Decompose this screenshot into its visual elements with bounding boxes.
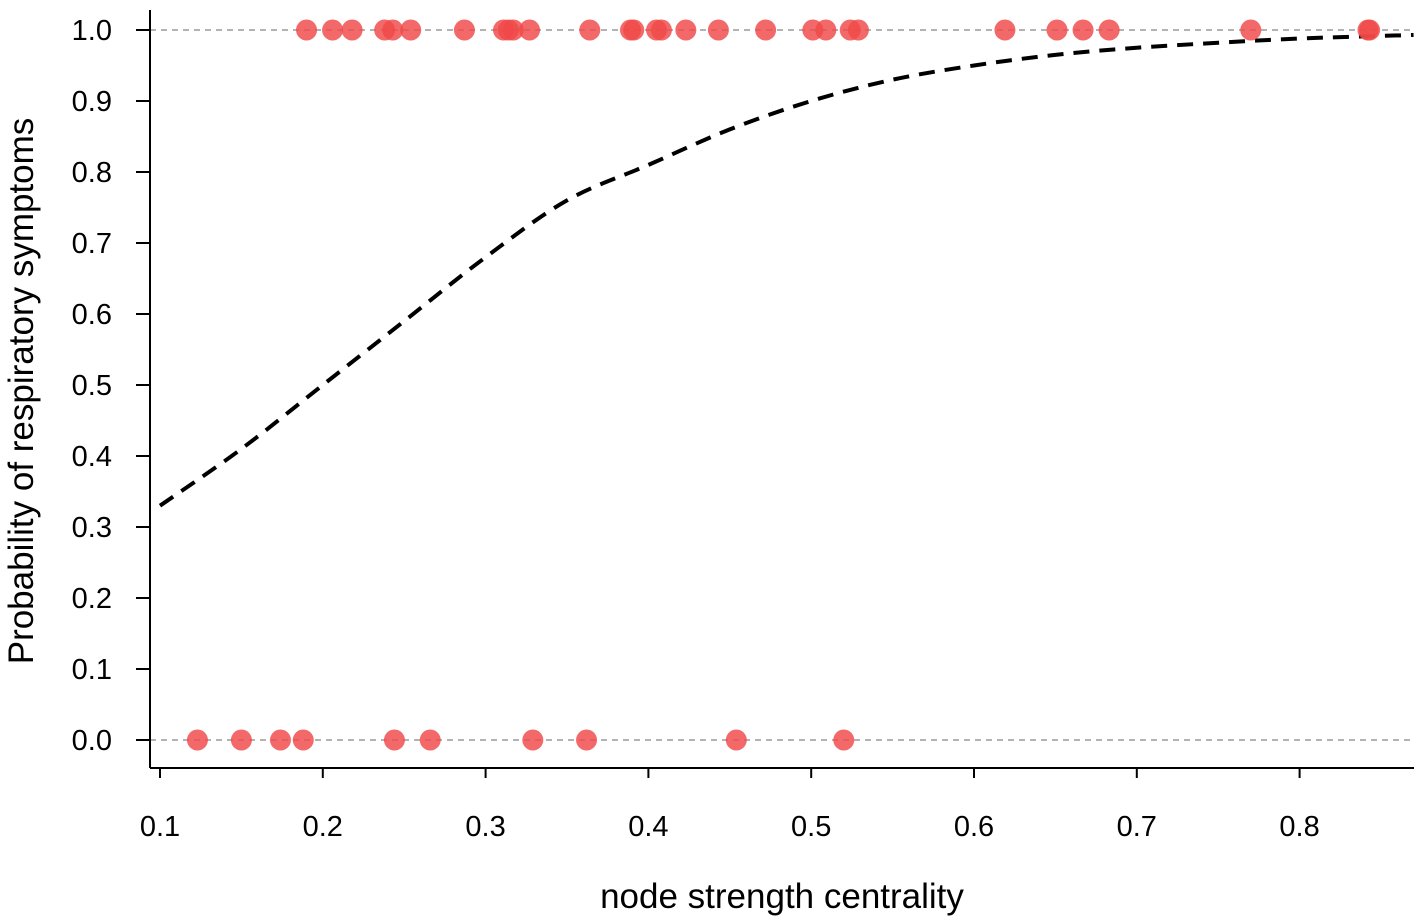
data-point [292, 729, 314, 751]
data-point [419, 729, 441, 751]
x-tick-label: 0.6 [954, 811, 994, 843]
x-tick-label: 0.7 [1117, 811, 1157, 843]
data-point [1046, 19, 1068, 41]
data-point [1240, 19, 1262, 41]
y-axis-title: Probability of respiratory symptoms [2, 118, 41, 665]
y-tick-label: 0.0 [72, 725, 112, 757]
reference-lines [150, 29, 1414, 741]
data-point [1098, 19, 1120, 41]
fitted-curve-group [158, 32, 1414, 508]
data-point [502, 19, 524, 41]
data-point [269, 729, 291, 751]
x-tick-label: 0.5 [791, 811, 831, 843]
x-tick-label: 0.2 [303, 811, 343, 843]
data-point [341, 19, 363, 41]
data-point [230, 729, 252, 751]
y-tick-label: 0.3 [72, 512, 112, 544]
data-point [650, 19, 672, 41]
data-point [383, 729, 405, 751]
y-tick-label: 0.9 [72, 86, 112, 118]
x-tick-label: 0.4 [628, 811, 668, 843]
data-point [296, 19, 318, 41]
y-tick-label: 0.2 [72, 583, 112, 615]
y-ticks: 0.0 0.1 0.2 0.3 0.4 0.5 0.6 0.7 0.8 0.9 1.0 [72, 15, 150, 757]
x-axis-title: node strength centrality [600, 877, 964, 916]
y-tick-label: 0.7 [72, 228, 112, 260]
data-point [675, 19, 697, 41]
data-point [576, 729, 598, 751]
data-point [322, 19, 344, 41]
fitted-curve [158, 32, 1414, 508]
data-point [1359, 19, 1381, 41]
data-point [186, 729, 208, 751]
data-point [755, 19, 777, 41]
data-point [815, 19, 837, 41]
data-point [623, 19, 645, 41]
data-point [579, 19, 601, 41]
y-tick-label: 0.4 [72, 441, 112, 473]
y-tick-label: 0.1 [72, 654, 112, 686]
data-point [1072, 19, 1094, 41]
axes [149, 10, 1414, 769]
y-tick-label: 0.8 [72, 157, 112, 189]
data-point [847, 19, 869, 41]
data-points [186, 19, 1381, 751]
data-point [522, 729, 544, 751]
data-point [994, 19, 1016, 41]
data-point [725, 729, 747, 751]
data-point [453, 19, 475, 41]
data-point [400, 19, 422, 41]
y-tick-label: 0.5 [72, 370, 112, 402]
data-point [382, 19, 404, 41]
x-tick-label: 0.8 [1279, 811, 1319, 843]
y-tick-label: 0.6 [72, 299, 112, 331]
y-tick-label: 1.0 [72, 15, 112, 47]
x-tick-label: 0.1 [140, 811, 180, 843]
data-point [833, 729, 855, 751]
x-ticks: 0.1 0.2 0.3 0.4 0.5 0.6 0.7 0.8 [140, 768, 1320, 843]
data-point [519, 19, 541, 41]
x-tick-label: 0.3 [465, 811, 505, 843]
data-point [707, 19, 729, 41]
